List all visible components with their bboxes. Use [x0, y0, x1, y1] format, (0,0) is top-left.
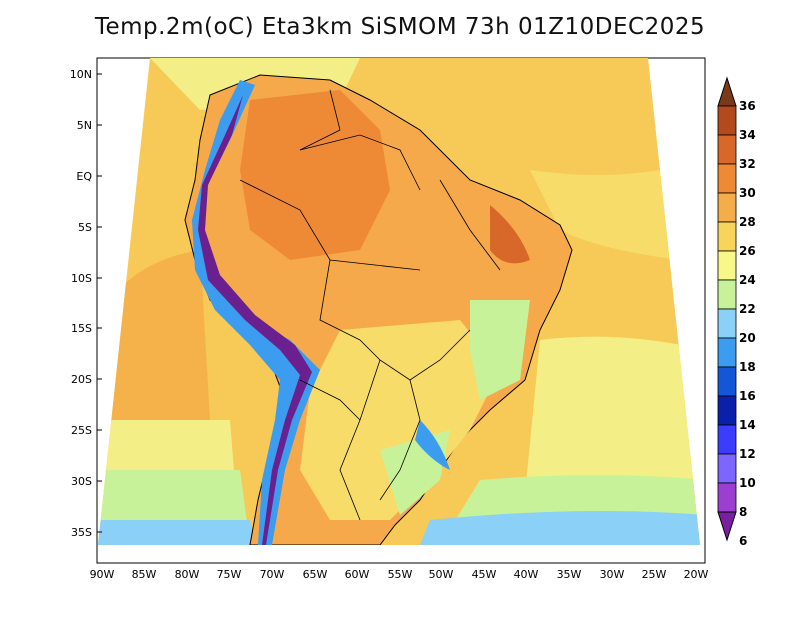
colorbar-tick-label: 18 [739, 360, 756, 374]
lon-label: 90W [90, 568, 115, 581]
lat-label: 10S [71, 272, 92, 285]
colorbar-segment [717, 424, 737, 455]
lat-label: 5N [77, 119, 92, 132]
colorbar-segment [717, 221, 737, 252]
lat-label: 10N [70, 68, 92, 81]
colorbar-top-arrow [717, 76, 737, 107]
colorbar-segment [717, 453, 737, 484]
lat-label: 15S [71, 322, 92, 335]
lon-label: 50W [429, 568, 454, 581]
colorbar-tick-label: 28 [739, 215, 756, 229]
lat-label: 25S [71, 424, 92, 437]
colorbar-segment [717, 395, 737, 426]
colorbar-bottom-arrow [717, 511, 737, 542]
lat-label: 5S [78, 221, 92, 234]
lon-label: 30W [600, 568, 625, 581]
lon-label: 35W [557, 568, 582, 581]
colorbar-tick-label: 24 [739, 273, 756, 287]
colorbar-tick-label: 34 [739, 128, 756, 142]
colorbar-tick-label: 30 [739, 186, 756, 200]
colorbar-tick-label: 22 [739, 302, 756, 316]
lon-label: 55W [388, 568, 413, 581]
colorbar-tick-label: 14 [739, 418, 756, 432]
latitude-axis: 10N 5N EQ 5S 10S 15S 20S 25S 30S 35S [70, 68, 102, 539]
map-field [98, 58, 700, 545]
colorbar-tick-label: 12 [739, 447, 756, 461]
lon-label: 70W [260, 568, 285, 581]
lon-label: 80W [175, 568, 200, 581]
colorbar-segment [717, 482, 737, 513]
colorbar: 6 8 10 12 14 16 18 20 22 24 26 28 30 32 34 36 [717, 76, 756, 548]
colorbar-segment [717, 134, 737, 165]
colorbar-tick-label: 10 [739, 476, 756, 490]
lat-label: EQ [76, 170, 92, 183]
lon-label: 45W [472, 568, 497, 581]
colorbar-tick-label: 6 [739, 534, 747, 548]
colorbar-tick-label: 8 [739, 505, 747, 519]
colorbar-segment [717, 163, 737, 194]
colorbar-segment [717, 192, 737, 223]
lat-label: 35S [71, 526, 92, 539]
colorbar-segment [717, 366, 737, 397]
lon-label: 75W [217, 568, 242, 581]
colorbar-tick-label: 26 [739, 244, 756, 258]
colorbar-tick-label: 20 [739, 331, 756, 345]
lat-label: 20S [71, 373, 92, 386]
map-title: Temp.2m(oC) Eta3km SiSMOM 73h 01Z10DEC20… [94, 14, 706, 40]
longitude-axis: 90W 85W 80W 75W 70W 65W 60W 55W 50W 45W … [90, 568, 709, 581]
lon-label: 65W [303, 568, 328, 581]
colorbar-segment [717, 337, 737, 368]
colorbar-tick-label: 32 [739, 157, 756, 171]
colorbar-segment [717, 250, 737, 281]
colorbar-segment [717, 279, 737, 310]
lon-label: 20W [684, 568, 709, 581]
colorbar-tick-label: 36 [739, 99, 756, 113]
lat-label: 30S [71, 475, 92, 488]
colorbar-tick-label: 16 [739, 389, 756, 403]
colorbar-segment [717, 308, 737, 339]
lon-label: 85W [132, 568, 157, 581]
lon-label: 40W [514, 568, 539, 581]
lon-label: 60W [345, 568, 370, 581]
lon-label: 25W [642, 568, 667, 581]
colorbar-segment [717, 105, 737, 136]
